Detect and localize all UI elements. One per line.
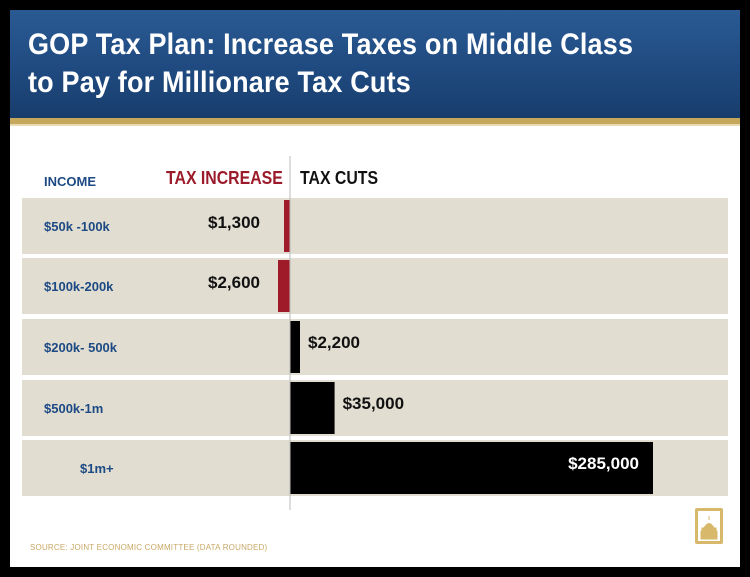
tax-increase-column-header: TAX INCREASE: [166, 168, 283, 188]
tax-increase-value-label: $2,600: [208, 273, 260, 292]
tax-increase-bar: [278, 260, 290, 312]
tax-cut-value-label: $285,000: [568, 454, 639, 473]
header-divider: [10, 118, 740, 124]
tax-increase-value-label: $1,300: [208, 213, 260, 232]
category-label: $100k-200k: [44, 279, 114, 294]
category-label: $50k -100k: [44, 219, 111, 234]
title-line-1: GOP Tax Plan: Increase Taxes on Middle C…: [28, 28, 634, 61]
tax-cut-value-label: $2,200: [308, 333, 360, 352]
tax-cut-bar: [290, 442, 653, 494]
tax-cut-value-label: $35,000: [343, 394, 404, 413]
tax-bar-chart: $50k -100k $1,300 $100k-200k $2,600 $200k- 5…: [22, 156, 728, 510]
chart-card: GOP Tax Plan: Increase Taxes on Middle C…: [10, 10, 740, 567]
category-label: $200k- 500k: [44, 340, 118, 355]
tax-increase-bar: [284, 200, 290, 252]
source-note: SOURCE: JOINT ECONOMIC COMMITTEE (DATA R…: [30, 543, 268, 552]
chart-row-band: [22, 198, 728, 254]
chart-row-band: [22, 380, 728, 436]
header-banner: [10, 10, 740, 118]
chart-row-band: [22, 319, 728, 375]
category-label: $1m+: [80, 461, 114, 476]
chart-row-band: [22, 258, 728, 314]
tax-cut-bar: [290, 321, 300, 373]
capitol-logo-icon: [695, 508, 723, 544]
title-line-2: to Pay for Millionare Tax Cuts: [28, 66, 411, 99]
tax-cuts-column-header: TAX CUTS: [300, 168, 379, 188]
income-column-header: INCOME: [44, 174, 96, 189]
category-label: $500k-1m: [44, 401, 103, 416]
header-divider-light: [10, 124, 740, 126]
page-title: GOP Tax Plan: Increase Taxes on Middle C…: [28, 26, 658, 102]
tax-cut-bar: [290, 382, 335, 434]
